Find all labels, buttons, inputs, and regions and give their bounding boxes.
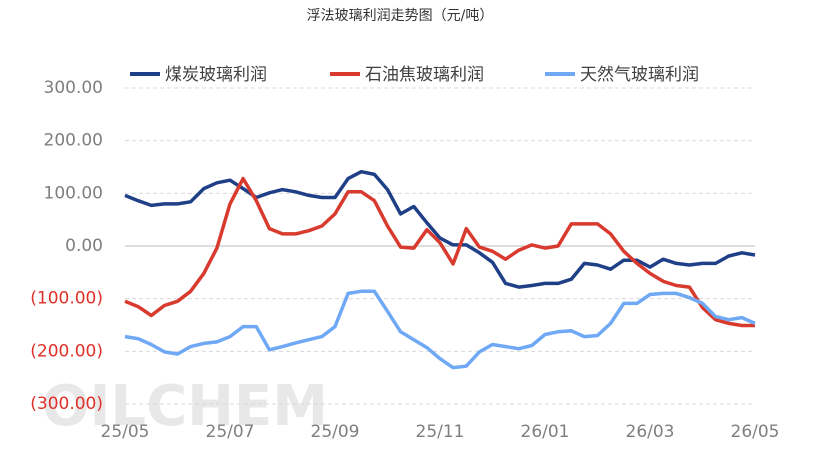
x-tick-label: 25/07 [206,422,255,442]
x-tick-label: 26/01 [521,422,570,442]
y-tick-label: (100.00) [30,289,103,309]
y-tick-label: 0.00 [65,236,103,256]
series-line [124,289,756,370]
x-tick-label: 26/05 [731,422,780,442]
y-tick-label: 100.00 [44,183,103,203]
legend-label: 煤炭玻璃利润 [165,65,267,85]
x-tick-label: 25/09 [311,422,360,442]
y-tick-label: (300.00) [30,394,103,414]
y-tick-label: (200.00) [30,341,103,361]
watermark: OILCHEM [42,374,328,439]
x-tick-label: 25/11 [416,422,465,442]
legend-label: 天然气玻璃利润 [580,65,699,85]
x-tick-label: 25/05 [101,422,150,442]
series-line [124,176,755,328]
y-tick-label: 200.00 [44,131,103,151]
x-tick-label: 26/03 [626,422,675,442]
y-tick-label: 300.00 [44,78,103,98]
legend-label: 石油焦玻璃利润 [365,65,484,85]
series-line [124,169,756,289]
chart-title: 浮法玻璃利润走势图（元/吨） [307,7,494,24]
